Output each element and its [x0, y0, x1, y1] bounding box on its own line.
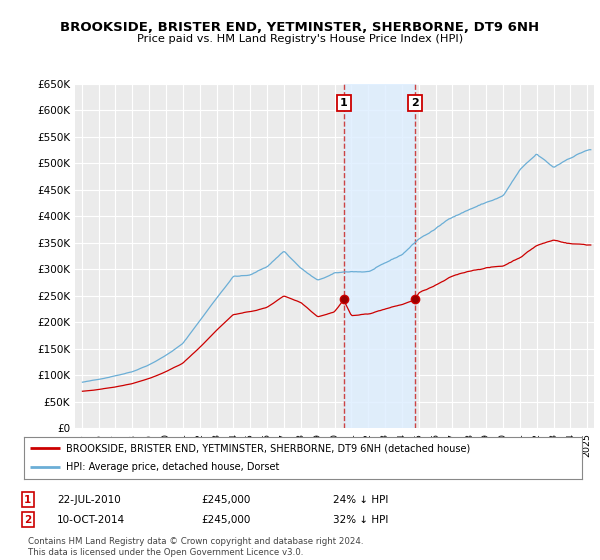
Text: 1: 1 [24, 494, 31, 505]
Text: 32% ↓ HPI: 32% ↓ HPI [333, 515, 388, 525]
Text: 10-OCT-2014: 10-OCT-2014 [57, 515, 125, 525]
Text: £245,000: £245,000 [201, 515, 250, 525]
Text: 2: 2 [24, 515, 31, 525]
Text: HPI: Average price, detached house, Dorset: HPI: Average price, detached house, Dors… [66, 463, 279, 473]
Text: Contains HM Land Registry data © Crown copyright and database right 2024.: Contains HM Land Registry data © Crown c… [28, 537, 363, 546]
Text: 1: 1 [340, 98, 347, 108]
Bar [344, 84, 415, 428]
Text: This data is licensed under the Open Government Licence v3.0.: This data is licensed under the Open Gov… [28, 548, 303, 557]
Text: 24% ↓ HPI: 24% ↓ HPI [333, 494, 388, 505]
Text: BROOKSIDE, BRISTER END, YETMINSTER, SHERBORNE, DT9 6NH: BROOKSIDE, BRISTER END, YETMINSTER, SHER… [61, 21, 539, 34]
Text: 2: 2 [411, 98, 419, 108]
Text: £245,000: £245,000 [201, 494, 250, 505]
Text: Price paid vs. HM Land Registry's House Price Index (HPI): Price paid vs. HM Land Registry's House … [137, 34, 463, 44]
Text: BROOKSIDE, BRISTER END, YETMINSTER, SHERBORNE, DT9 6NH (detached house): BROOKSIDE, BRISTER END, YETMINSTER, SHER… [66, 443, 470, 453]
Text: 22-JUL-2010: 22-JUL-2010 [57, 494, 121, 505]
